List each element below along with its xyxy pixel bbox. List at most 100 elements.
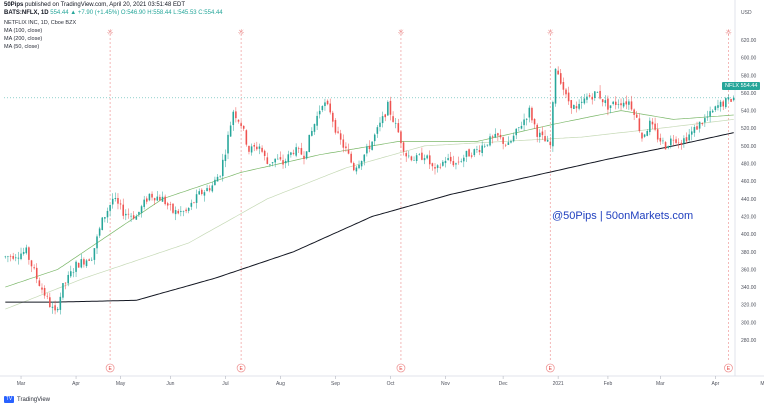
candle-body [439, 166, 442, 168]
candle-body [510, 141, 512, 143]
candle-body [106, 210, 109, 218]
candle-body [531, 107, 533, 121]
candle-body [575, 106, 578, 109]
x-tick-label: Dec [499, 381, 508, 387]
axes-layer: 280.00 300.00 320.00 340.00 360.00 380.00 400.… [0, 0, 764, 387]
legend-ma100[interactable]: MA (100, close) [4, 28, 43, 34]
candle-body [402, 142, 405, 152]
candle-body [554, 68, 557, 104]
candle-body [622, 102, 625, 107]
legend-ma200[interactable]: MA (200, close) [4, 36, 43, 42]
candle-body [376, 127, 379, 134]
candle-body [423, 158, 426, 161]
split-marker-icon: ☼ [238, 28, 245, 37]
candle-body [271, 162, 274, 164]
candle-body [677, 142, 680, 144]
candle-body [303, 155, 305, 160]
candle-body [269, 163, 271, 165]
candle-body [96, 236, 98, 249]
y-tick-label: 520.00 [741, 126, 757, 132]
candle-body [604, 100, 607, 103]
x-tick-label: Sep [331, 381, 340, 387]
candle-body [329, 103, 331, 113]
candle-body [609, 105, 612, 108]
candle-body [161, 196, 164, 202]
y-tick-label: 620.00 [741, 38, 757, 44]
candle-body [368, 145, 371, 150]
candle-body [434, 167, 436, 169]
candle-body [80, 259, 83, 268]
candle-body [347, 149, 350, 154]
candle-body [321, 106, 324, 111]
candle-body [185, 209, 187, 212]
candle-body [594, 91, 596, 99]
candle-body [670, 138, 672, 146]
candle-body [714, 106, 717, 111]
candle-body [709, 111, 711, 117]
candle-body [85, 260, 88, 267]
y-tick-label: 580.00 [741, 73, 757, 79]
legend-ma50[interactable]: MA (50, close) [4, 44, 40, 50]
candle-body [43, 287, 46, 296]
publish-header: 50Pips published on TradingView.com, Apr… [4, 2, 185, 8]
candle-body [651, 121, 654, 125]
candle-body [308, 134, 311, 153]
candle-body [468, 149, 470, 157]
candle-body [418, 154, 421, 155]
candle-body [164, 196, 166, 205]
candle-body [656, 129, 659, 140]
footer-text[interactable]: TradingView [17, 396, 51, 403]
candle-body [198, 191, 200, 195]
tradingview-logo-icon[interactable]: TV [4, 396, 14, 403]
candle-body [499, 134, 502, 138]
split-marker-icon: ☼ [107, 28, 114, 37]
candle-body [56, 308, 59, 311]
candle-body [240, 123, 242, 126]
candle-body [227, 134, 229, 154]
symbol-line: BATS:NFLX, 1D [4, 10, 49, 16]
candle-body [148, 193, 151, 201]
candle-body [525, 118, 528, 120]
candle-body [559, 73, 562, 84]
candle-body [635, 114, 638, 118]
candle-body [174, 210, 177, 215]
candle-body [28, 247, 30, 260]
candle-body [449, 156, 452, 162]
candle-body [339, 133, 342, 140]
price-tag-value: 554.44 [740, 83, 758, 89]
watermark-text: @50Pips | 50onMarkets.com [552, 210, 694, 222]
candle-body [345, 146, 347, 149]
y-tick-label: 540.00 [741, 109, 757, 115]
candle-body [654, 123, 656, 130]
candle-body [557, 70, 559, 75]
candle-body [300, 148, 303, 155]
candle-body [295, 147, 297, 156]
candle-body [237, 119, 240, 122]
candle-body [562, 82, 565, 90]
candle-body [690, 131, 693, 135]
candle-body [258, 146, 261, 149]
candle-body [180, 211, 182, 212]
earnings-lines-layer: E ☼ E ☼ E ☼ E ☼ E ☼ [105, 28, 733, 373]
candle-body [140, 206, 143, 214]
candle-body [109, 205, 111, 211]
candle-body [685, 137, 688, 142]
candle-body [732, 97, 735, 101]
candle-body [431, 163, 434, 167]
candle-body [426, 155, 428, 159]
candle-body [334, 120, 337, 133]
candle-body [224, 154, 227, 161]
candle-body [211, 185, 214, 192]
candle-body [172, 203, 174, 213]
candle-body [617, 104, 620, 105]
candle-body [520, 125, 523, 129]
candle-body [518, 127, 520, 128]
candle-body [297, 148, 300, 149]
candle-body [539, 132, 541, 137]
candle-body [649, 120, 651, 133]
candle-body [360, 161, 363, 167]
candle-body [166, 203, 169, 206]
candle-body [358, 164, 360, 169]
publisher-name[interactable]: 50Pips [4, 2, 24, 8]
